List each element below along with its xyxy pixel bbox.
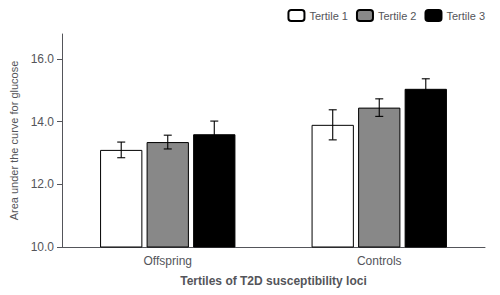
svg-text:16.0: 16.0: [31, 52, 55, 66]
svg-text:14.0: 14.0: [31, 115, 55, 129]
svg-text:Controls: Controls: [357, 254, 402, 268]
svg-text:Tertile 2: Tertile 2: [378, 10, 417, 22]
svg-text:12.0: 12.0: [31, 177, 55, 191]
svg-text:Tertile 1: Tertile 1: [309, 10, 348, 22]
svg-text:Tertiles of T2D susceptibility: Tertiles of T2D susceptibility loci: [180, 274, 367, 288]
svg-text:Area under the curve for gluco: Area under the curve for glucose: [8, 61, 20, 221]
svg-text:Offspring: Offspring: [144, 254, 192, 268]
svg-text:10.0: 10.0: [31, 240, 55, 254]
svg-text:Tertile 3: Tertile 3: [446, 10, 485, 22]
